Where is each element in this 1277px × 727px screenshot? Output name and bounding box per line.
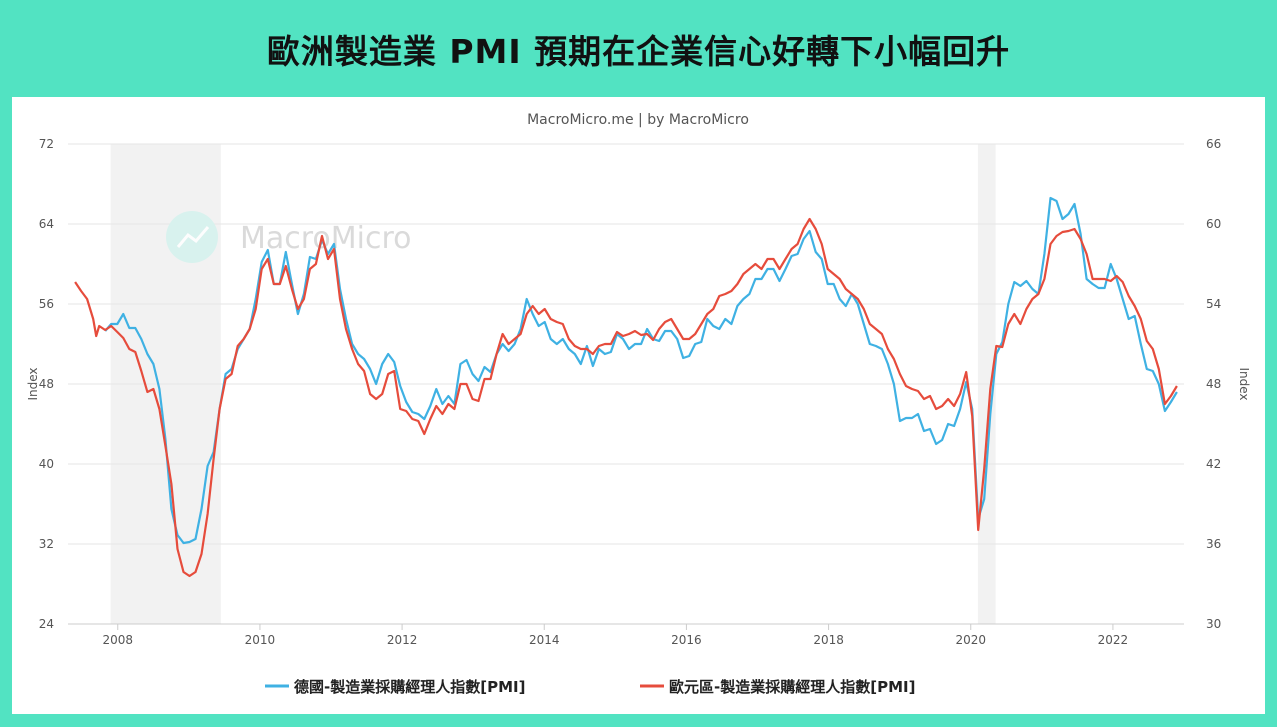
- legend-item-eurozone[interactable]: 歐元區-製造業採購經理人指數[PMI]: [640, 678, 915, 696]
- page-title: 歐洲製造業 PMI 預期在企業信心好轉下小幅回升: [266, 31, 1011, 71]
- y-left-tick-label: 24: [39, 617, 54, 631]
- x-tick-label: 2016: [671, 633, 702, 647]
- y-left-tick-label: 72: [39, 137, 54, 151]
- x-tick-label: 2020: [955, 633, 986, 647]
- y-left-tick-label: 32: [39, 537, 54, 551]
- y-right-tick-label: 48: [1206, 377, 1221, 391]
- x-axis-ticks: 2008 2010 2012 2014 2016 2018 2020 2022: [102, 624, 1128, 647]
- legend: 德國-製造業採購經理人指數[PMI] 歐元區-製造業採購經理人指數[PMI]: [265, 678, 915, 696]
- chart-panel: MacroMicro MacroMicro.me | by MacroMicro…: [12, 97, 1265, 714]
- y-right-tick-label: 54: [1206, 297, 1221, 311]
- series-line-eurozone: [74, 217, 1178, 578]
- watermark-chart-icon: [176, 226, 210, 248]
- legend-label-eurozone: 歐元區-製造業採購經理人指數[PMI]: [669, 678, 915, 696]
- x-tick-label: 2014: [529, 633, 560, 647]
- y-right-tick-label: 42: [1206, 457, 1221, 471]
- legend-label-germany: 德國-製造業採購經理人指數[PMI]: [294, 678, 525, 696]
- x-tick-label: 2010: [245, 633, 276, 647]
- x-tick-label: 2012: [387, 633, 418, 647]
- y-right-tick-label: 30: [1206, 617, 1221, 631]
- y-left-tick-label: 40: [39, 457, 54, 471]
- x-tick-label: 2008: [102, 633, 133, 647]
- y-left-tick-label: 48: [39, 377, 54, 391]
- x-tick-label: 2018: [813, 633, 844, 647]
- y-left-tick-label: 64: [39, 217, 54, 231]
- y-axis-left-title: Index: [26, 367, 40, 400]
- y-right-tick-label: 66: [1206, 137, 1221, 151]
- pmi-line-chart: MacroMicro MacroMicro.me | by MacroMicro…: [26, 112, 1251, 696]
- y-left-tick-label: 56: [39, 297, 54, 311]
- legend-item-germany[interactable]: 德國-製造業採購經理人指數[PMI]: [265, 678, 525, 696]
- y-axis-right-title: Index: [1237, 367, 1251, 400]
- y-right-tick-label: 60: [1206, 217, 1221, 231]
- watermark: MacroMicro: [166, 211, 412, 263]
- series-line-germany: [104, 196, 1178, 545]
- y-right-tick-label: 36: [1206, 537, 1221, 551]
- y-axis-left-ticks: 24 32 40 48 56 64 72: [39, 137, 54, 631]
- y-axis-right-ticks: 30 36 42 48 54 60 66: [1206, 137, 1221, 631]
- gridlines: [68, 143, 1184, 625]
- chart-credit: MacroMicro.me | by MacroMicro: [527, 112, 749, 128]
- x-tick-label: 2022: [1098, 633, 1129, 647]
- series-lines: [74, 196, 1178, 578]
